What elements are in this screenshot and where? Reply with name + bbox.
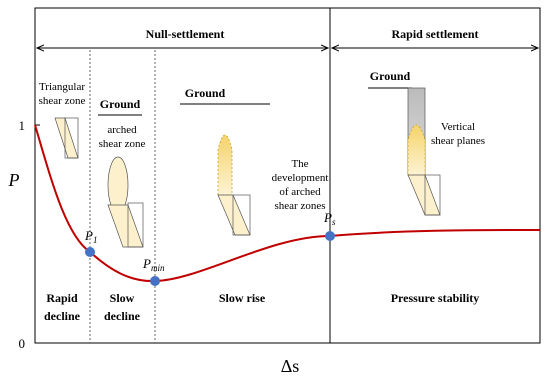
point-label: P1 <box>84 228 97 245</box>
shear-zone <box>407 174 441 216</box>
y-axis-label: P <box>8 170 20 190</box>
annotation: shear zone <box>39 95 86 107</box>
annotation: development <box>272 172 329 184</box>
annotation: of arched <box>279 186 321 198</box>
block <box>232 194 251 236</box>
shear-zone <box>107 204 144 248</box>
arched-zone <box>217 134 233 196</box>
block <box>127 202 144 248</box>
ground-label: Ground <box>185 86 226 100</box>
point <box>85 247 95 257</box>
phase-label: Pressure stability <box>391 291 480 305</box>
phase-label: decline <box>104 309 141 323</box>
y-tick-label: 0 <box>19 336 26 351</box>
annotation: arched <box>107 124 137 136</box>
block <box>64 117 79 159</box>
shear-zone <box>54 117 79 159</box>
ground-label: Ground <box>370 69 411 83</box>
phase-label: Slow <box>110 291 135 305</box>
annotation: shear zones <box>274 200 325 212</box>
annotation: The <box>291 158 308 170</box>
plot-frame <box>34 7 541 344</box>
annotation: Triangular <box>39 81 85 93</box>
point-label: Ps <box>323 210 336 227</box>
annotation: shear planes <box>431 135 485 147</box>
point-label: Pmin <box>142 256 165 273</box>
header-label: Rapid settlement <box>392 27 479 41</box>
shear-zone <box>217 194 251 236</box>
x-axis-label: Δs <box>281 356 300 376</box>
block <box>424 174 441 216</box>
curve <box>34 124 541 283</box>
phase-label: Slow rise <box>219 291 266 305</box>
phase-label: Rapid <box>46 291 78 305</box>
ground-label: Ground <box>100 97 141 111</box>
header-label: Null-settlement <box>146 27 225 41</box>
point <box>150 276 160 286</box>
annotation: shear zone <box>99 138 146 150</box>
y-tick-label: 1 <box>19 118 26 133</box>
arched-zone <box>407 124 426 176</box>
point <box>325 231 335 241</box>
arched-zone <box>107 156 129 214</box>
annotation: Vertical <box>441 121 475 133</box>
phase-label: decline <box>44 309 81 323</box>
